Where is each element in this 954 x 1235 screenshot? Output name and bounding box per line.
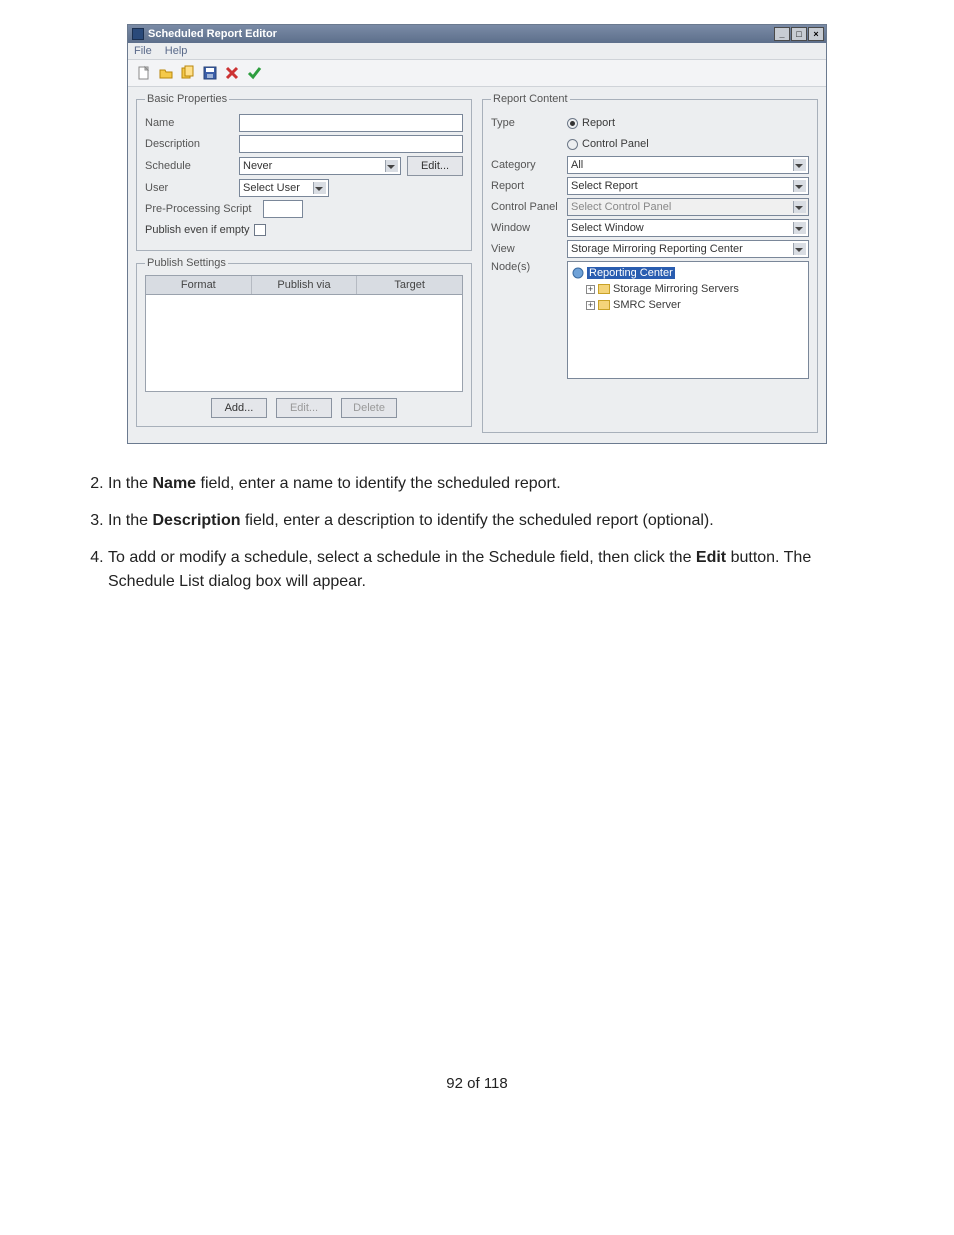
save-icon[interactable] <box>200 63 220 83</box>
type-controlpanel-radio[interactable]: Control Panel <box>567 138 649 150</box>
instruction-item: In the Name field, enter a name to ident… <box>108 472 874 497</box>
type-label: Type <box>491 117 567 129</box>
report-label: Report <box>491 180 567 192</box>
close-button[interactable]: × <box>808 27 824 41</box>
controlpanel-select: Select Control Panel <box>567 198 809 216</box>
basic-properties-legend: Basic Properties <box>145 93 229 105</box>
view-select[interactable]: Storage Mirroring Reporting Center <box>567 240 809 258</box>
tree-child-0[interactable]: + Storage Mirroring Servers <box>572 281 804 297</box>
report-content-group: Report Content Type Report Control Panel… <box>482 93 818 433</box>
schedule-edit-button[interactable]: Edit... <box>407 156 463 176</box>
basic-properties-group: Basic Properties Name Description Schedu… <box>136 93 472 251</box>
user-select[interactable]: Select User <box>239 179 329 197</box>
report-select[interactable]: Select Report <box>567 177 809 195</box>
publish-table-header: Format Publish via Target <box>146 276 462 295</box>
schedule-select[interactable]: Never <box>239 157 401 175</box>
menu-file[interactable]: File <box>134 45 152 57</box>
right-column: Report Content Type Report Control Panel… <box>482 93 818 433</box>
report-content-legend: Report Content <box>491 93 570 105</box>
publish-add-button[interactable]: Add... <box>211 398 267 418</box>
nodes-tree[interactable]: Reporting Center + Storage Mirroring Ser… <box>567 261 809 379</box>
controlpanel-label: Control Panel <box>491 201 567 213</box>
type-report-radio[interactable]: Report <box>567 117 615 129</box>
tree-child-1[interactable]: + SMRC Server <box>572 297 804 313</box>
publish-table: Format Publish via Target <box>145 275 463 392</box>
category-label: Category <box>491 159 567 171</box>
ok-icon[interactable] <box>244 63 264 83</box>
publish-empty-label: Publish even if empty <box>145 224 250 236</box>
col-format: Format <box>146 276 252 294</box>
maximize-button[interactable]: □ <box>791 27 807 41</box>
publish-edit-button[interactable]: Edit... <box>276 398 332 418</box>
copy-icon[interactable] <box>178 63 198 83</box>
name-label: Name <box>145 117 239 129</box>
publish-settings-legend: Publish Settings <box>145 257 228 269</box>
publish-table-body <box>146 295 462 391</box>
toolbar <box>128 59 826 87</box>
scheduled-report-editor-window: Scheduled Report Editor _ □ × File Help <box>127 24 827 444</box>
window-label: Window <box>491 222 567 234</box>
nodes-label: Node(s) <box>491 261 567 273</box>
titlebar: Scheduled Report Editor _ □ × <box>128 25 826 43</box>
schedule-label: Schedule <box>145 160 239 172</box>
publish-delete-button[interactable]: Delete <box>341 398 397 418</box>
description-input[interactable] <box>239 135 463 153</box>
app-icon <box>132 28 144 40</box>
window-title: Scheduled Report Editor <box>148 28 774 40</box>
open-icon[interactable] <box>156 63 176 83</box>
instruction-list: In the Name field, enter a name to ident… <box>108 472 874 595</box>
menubar: File Help <box>128 43 826 59</box>
minimize-button[interactable]: _ <box>774 27 790 41</box>
prescript-label: Pre-Processing Script <box>145 203 263 215</box>
editor-body: Basic Properties Name Description Schedu… <box>128 87 826 443</box>
user-label: User <box>145 182 239 194</box>
col-publishvia: Publish via <box>252 276 358 294</box>
category-select[interactable]: All <box>567 156 809 174</box>
prescript-input[interactable] <box>263 200 303 218</box>
new-icon[interactable] <box>134 63 154 83</box>
description-label: Description <box>145 138 239 150</box>
page-number: 92 of 118 <box>60 1075 894 1092</box>
menu-help[interactable]: Help <box>165 45 188 57</box>
instruction-item: To add or modify a schedule, select a sc… <box>108 546 874 596</box>
view-label: View <box>491 243 567 255</box>
delete-icon[interactable] <box>222 63 242 83</box>
col-target: Target <box>357 276 462 294</box>
name-input[interactable] <box>239 114 463 132</box>
publish-empty-checkbox[interactable] <box>254 224 266 236</box>
tree-root[interactable]: Reporting Center <box>572 265 804 281</box>
window-select[interactable]: Select Window <box>567 219 809 237</box>
left-column: Basic Properties Name Description Schedu… <box>136 93 472 433</box>
instruction-item: In the Description field, enter a descri… <box>108 509 874 534</box>
publish-settings-group: Publish Settings Format Publish via Targ… <box>136 257 472 427</box>
